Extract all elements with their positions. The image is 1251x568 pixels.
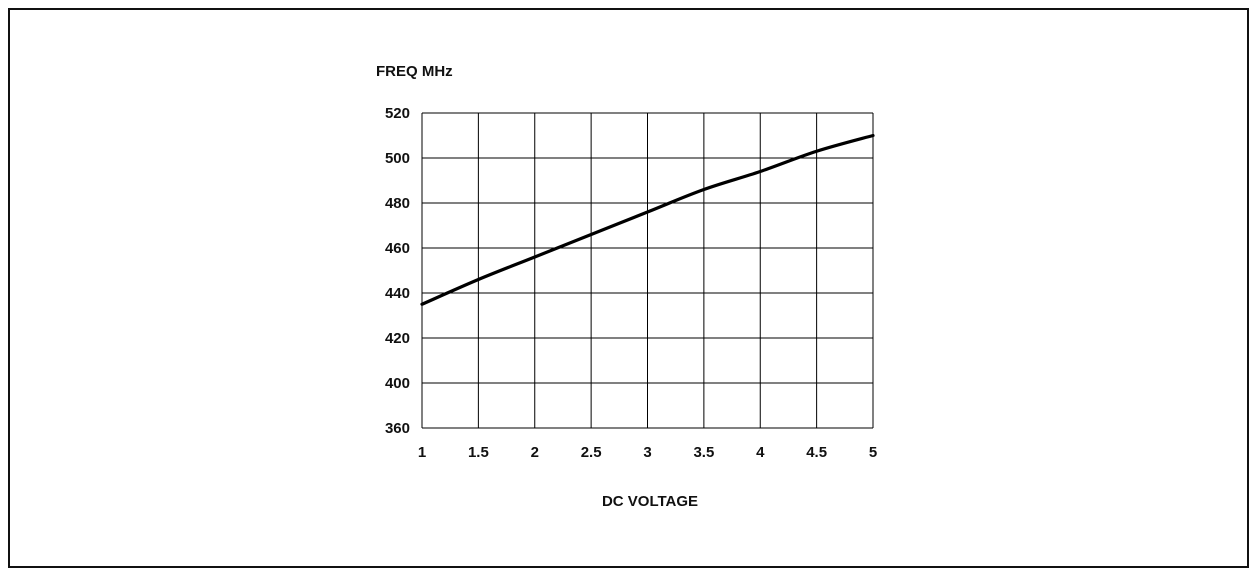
- x-tick-label: 4: [756, 444, 765, 461]
- x-tick-label: 4.5: [806, 444, 827, 461]
- y-tick-label: 460: [385, 240, 410, 257]
- chart-series: [420, 133, 875, 306]
- frequency-curve: [420, 133, 875, 306]
- x-tick-label: 2: [531, 444, 539, 461]
- x-tick-label: 2.5: [581, 444, 602, 461]
- y-tick-label: 500: [385, 150, 410, 167]
- x-tick-label: 5: [869, 444, 877, 461]
- x-tick-label: 3: [643, 444, 651, 461]
- y-tick-label: 360: [385, 420, 410, 437]
- x-tick-label: 1.5: [468, 444, 489, 461]
- x-tick-label: 1: [418, 444, 426, 461]
- vco-frequency-chart: 520 500 480 460 440 420 400 360 1 1.5 2 2.5 3 3.5 4 4.…: [376, 63, 877, 510]
- y-tick-label: 400: [385, 375, 410, 392]
- y-tick-label: 520: [385, 105, 410, 122]
- x-tick-label: 3.5: [693, 444, 714, 461]
- x-axis-label: DC VOLTAGE: [602, 493, 698, 510]
- y-tick-label: 440: [385, 285, 410, 302]
- y-tick-label: 420: [385, 330, 410, 347]
- x-tick-labels: 1 1.5 2 2.5 3 3.5 4 4.5 5: [418, 444, 877, 461]
- y-tick-labels: 520 500 480 460 440 420 400 360: [385, 105, 410, 437]
- y-tick-label: 480: [385, 195, 410, 212]
- chart-grid: [421, 112, 874, 429]
- y-axis-label: FREQ MHz: [376, 63, 453, 80]
